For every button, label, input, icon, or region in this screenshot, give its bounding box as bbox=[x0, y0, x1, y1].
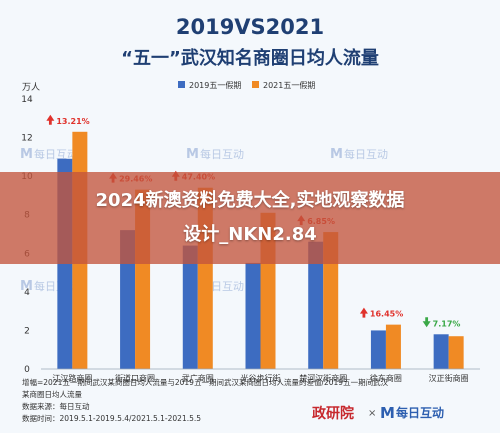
y-tick-label: 4 bbox=[24, 288, 30, 298]
watermark-text: 每日互动 bbox=[200, 147, 244, 161]
legend-label-2021: 2021五一假期 bbox=[263, 81, 315, 90]
x-tick-label: 街道口商圈 bbox=[115, 373, 155, 383]
growth-annotation: 7.17% bbox=[433, 319, 461, 328]
y-tick-label: 12 bbox=[21, 134, 32, 144]
y-axis-label: 万人 bbox=[22, 82, 40, 93]
legend-label-2019: 2019五一假期 bbox=[189, 81, 241, 90]
bar bbox=[448, 336, 464, 369]
bar bbox=[245, 262, 261, 369]
arrow-down-icon bbox=[422, 317, 431, 328]
data-period: 数据时间：2019.5.1-2019.5.4/2021.5.1-2021.5.5 bbox=[22, 413, 201, 423]
chart-title: 2019VS2021 bbox=[176, 15, 324, 39]
growth-annotation: 16.45% bbox=[370, 310, 403, 319]
overlay-banner: 2024新澳资料免费大全,实地观察数据 设计_NKN2.84 bbox=[0, 172, 500, 264]
x-tick-label: 光谷步行街 bbox=[241, 373, 281, 383]
y-tick-label: 14 bbox=[21, 95, 33, 105]
y-tick-label: 2 bbox=[24, 326, 30, 336]
bar bbox=[433, 334, 449, 369]
logo-mr-text: 每日互动 bbox=[396, 405, 444, 420]
arrow-up-icon bbox=[359, 307, 368, 318]
x-tick-label: 楚河汉街商圈 bbox=[299, 373, 347, 383]
x-tick-label: 江汉路商圈 bbox=[52, 373, 92, 383]
watermark-logo: M bbox=[330, 147, 343, 162]
overlay-subtitle: 设计_NKN2.84 bbox=[183, 224, 317, 245]
watermark-logo: M bbox=[186, 147, 199, 162]
bar bbox=[308, 241, 324, 369]
watermark-logo: M bbox=[20, 279, 33, 294]
legend: 2019五一假期 2021五一假期 bbox=[178, 81, 315, 90]
legend-swatch-2019 bbox=[178, 81, 185, 88]
watermark-text: 每日互动 bbox=[34, 147, 78, 161]
bar bbox=[385, 324, 401, 369]
arrow-up-icon bbox=[46, 114, 55, 125]
chart-subtitle: “五一”武汉知名商圈日均人流量 bbox=[121, 47, 379, 69]
y-tick-label: 0 bbox=[24, 365, 30, 375]
logo-mr-mark: M bbox=[380, 404, 395, 422]
logo-zhengyanyuan: 政研院 bbox=[312, 405, 354, 422]
bar bbox=[370, 330, 386, 369]
growth-annotation: 13.21% bbox=[56, 117, 89, 126]
watermark-logo: M bbox=[20, 147, 33, 162]
x-tick-label: 武广商圈 bbox=[182, 373, 214, 383]
x-tick-label: 徐东商圈 bbox=[370, 373, 402, 383]
bar bbox=[182, 245, 198, 369]
overlay-title: 2024新澳资料免费大全,实地观察数据 bbox=[95, 190, 405, 211]
footnote-line-2: 某商圈日均人流量 bbox=[22, 389, 82, 399]
x-tick-label: 汉正街商圈 bbox=[429, 373, 469, 383]
footnote-line-1: 增幅=2021五一期间武汉某商圈日均人流量与2019五一期间武汉某商圈日均人流量… bbox=[22, 377, 389, 387]
bar bbox=[323, 232, 339, 369]
bar bbox=[120, 230, 136, 369]
x-axis: 江汉路商圈 街道口商圈 武广商圈 光谷步行街 楚河汉街商圈 徐东商圈 汉正街商圈 bbox=[52, 373, 468, 383]
data-source: 数据来源：每日互动 bbox=[22, 401, 90, 411]
legend-swatch-2021 bbox=[252, 81, 259, 88]
watermark-text: 每日互动 bbox=[344, 147, 388, 161]
footer-logos: 政研院 × M 每日互动 bbox=[312, 404, 444, 422]
logo-separator: × bbox=[368, 408, 376, 419]
